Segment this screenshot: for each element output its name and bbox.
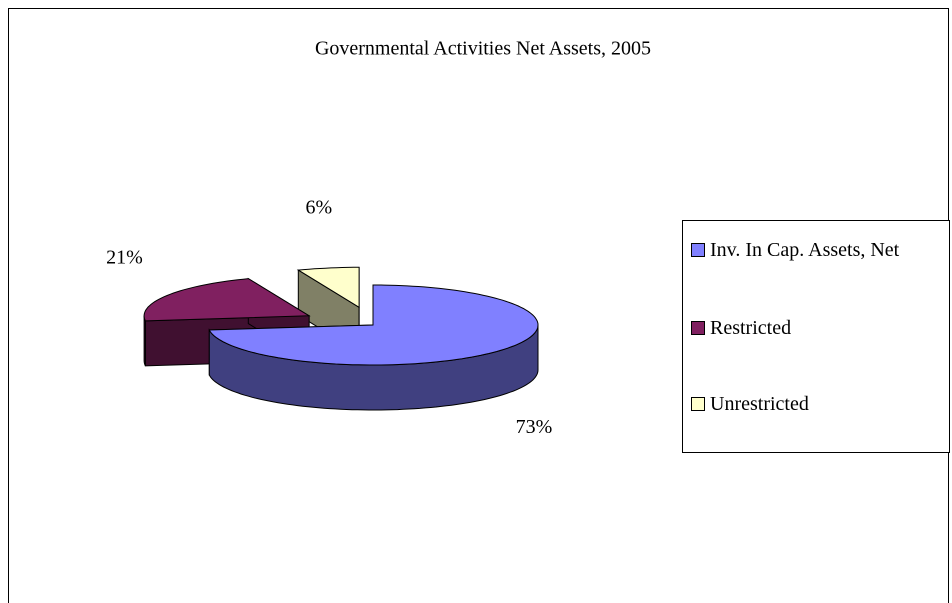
pie (143, 266, 539, 411)
legend-entry: Inv. In Cap. Assets, Net (691, 237, 943, 263)
slice-wall (143, 315, 146, 367)
legend-swatch (691, 321, 705, 335)
data-label: 73% (516, 416, 553, 438)
legend-label: Inv. In Cap. Assets, Net (710, 239, 900, 261)
slice (296, 266, 360, 309)
slice (208, 284, 539, 366)
legend: Inv. In Cap. Assets, Net Restricted Unrest… (682, 220, 950, 453)
legend-label: Restricted (710, 317, 792, 339)
slice (143, 278, 311, 322)
legend-entry: Unrestricted (691, 391, 943, 417)
legend-label: Unrestricted (710, 393, 809, 415)
data-label: 21% (106, 247, 143, 269)
legend-swatch (691, 397, 705, 411)
legend-entry: Restricted (691, 315, 943, 341)
data-label: 6% (306, 196, 333, 218)
chart-title: Governmental Activities Net Assets, 2005 (315, 38, 651, 60)
legend-swatch (691, 243, 705, 257)
